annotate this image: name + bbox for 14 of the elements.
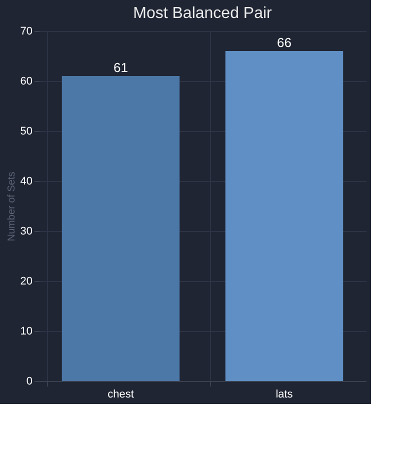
y-tick-label: 60 [20, 76, 32, 88]
data-label: 66 [277, 35, 292, 50]
y-tick-label: 40 [20, 176, 32, 188]
data-label: 61 [114, 60, 128, 75]
y-tick-label: 50 [20, 126, 32, 138]
y-tick-label: 20 [20, 276, 32, 288]
y-tick-label: 0 [26, 376, 32, 388]
y-tick-label: 30 [20, 226, 32, 238]
y-axis-title: Number of Sets [6, 172, 18, 242]
y-tick-label: 70 [20, 26, 32, 38]
x-tick-label: lats [276, 388, 294, 400]
x-tick-label: chest [108, 388, 134, 400]
chart-title: Most Balanced Pair [133, 5, 273, 22]
y-tick-label: 10 [20, 326, 32, 338]
